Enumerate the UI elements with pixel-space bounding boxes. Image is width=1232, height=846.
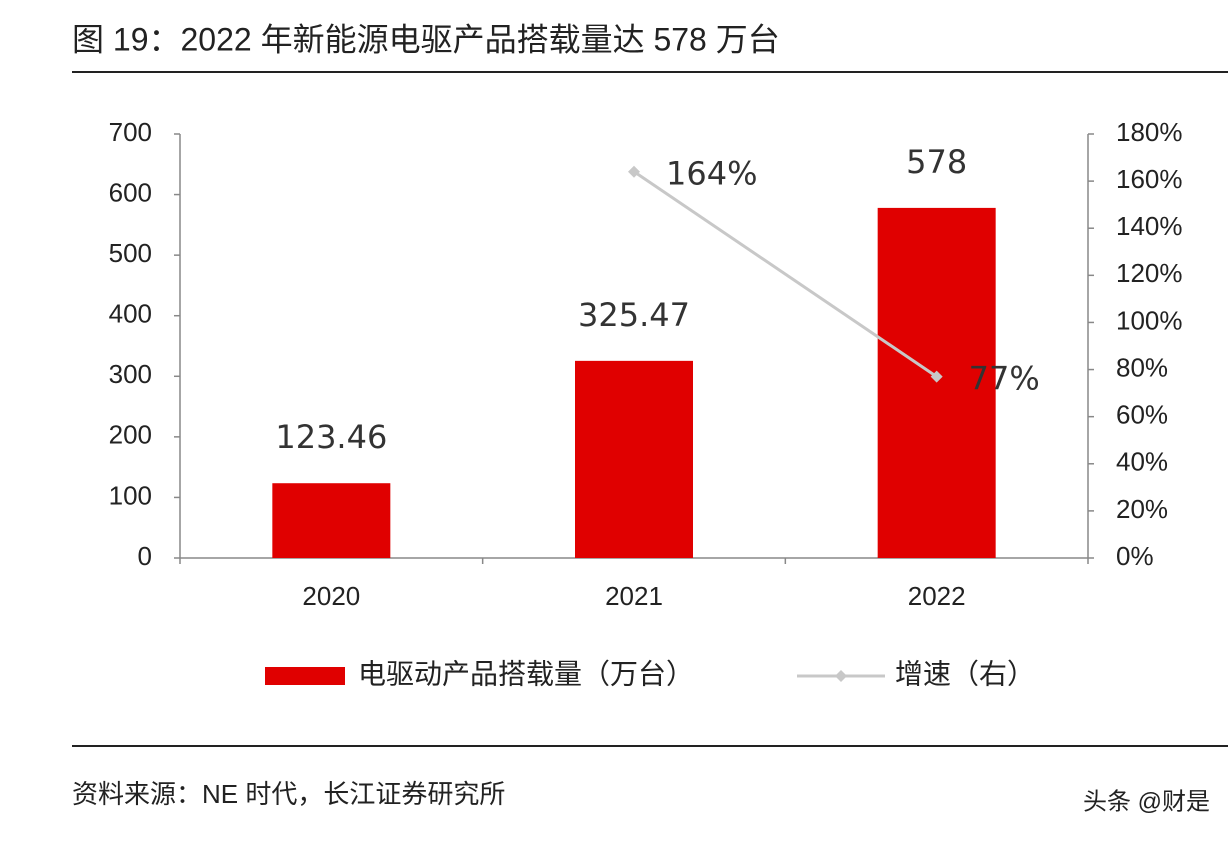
legend-marker [835,670,847,682]
y-tick-label: 600 [109,177,152,207]
y2-tick-label: 160% [1116,164,1183,194]
x-tick-label: 2021 [605,581,663,611]
y-tick-label: 300 [109,359,152,389]
y2-tick-label: 40% [1116,447,1168,477]
y2-tick-label: 60% [1116,400,1168,430]
y-tick-label: 700 [109,117,152,147]
y2-tick-label: 80% [1116,352,1168,382]
legend-label: 电驱动产品搭载量（万台） [358,658,694,689]
y2-tick-label: 100% [1116,305,1183,335]
line-marker [930,370,943,383]
bar-value-label: 578 [906,143,967,181]
x-tick-label: 2022 [908,581,966,611]
y-tick-label: 400 [109,299,152,329]
chart-title: 图 19：2022 年新能源电驱产品搭载量达 578 万台 [72,21,780,57]
bar-value-label: 325.47 [578,296,690,334]
y2-tick-label: 120% [1116,258,1183,288]
source: 资料来源：NE 时代，长江证券研究所 [72,779,505,809]
legend-label: 增速（右） [895,658,1035,689]
y2-tick-label: 140% [1116,211,1183,241]
y-tick-label: 100 [109,480,152,510]
line-marker [628,165,640,178]
y2-tick-label: 20% [1116,494,1168,524]
y2-tick-label: 0% [1116,541,1154,571]
line-value-label: 77% [969,360,1040,398]
y-tick-label: 500 [109,238,152,268]
bar [272,483,391,558]
y2-tick-label: 180% [1116,117,1183,147]
bar [575,360,693,558]
legend-swatch [265,667,345,685]
y-tick-label: 200 [109,420,152,450]
watermark: 头条 @财是 [1083,788,1210,815]
bar-value-label: 123.46 [275,418,387,456]
y-tick-label: 0 [138,541,152,571]
x-tick-label: 2020 [302,581,360,611]
line-value-label: 164% [666,155,757,193]
growth-line [633,170,938,378]
bar [877,207,996,558]
